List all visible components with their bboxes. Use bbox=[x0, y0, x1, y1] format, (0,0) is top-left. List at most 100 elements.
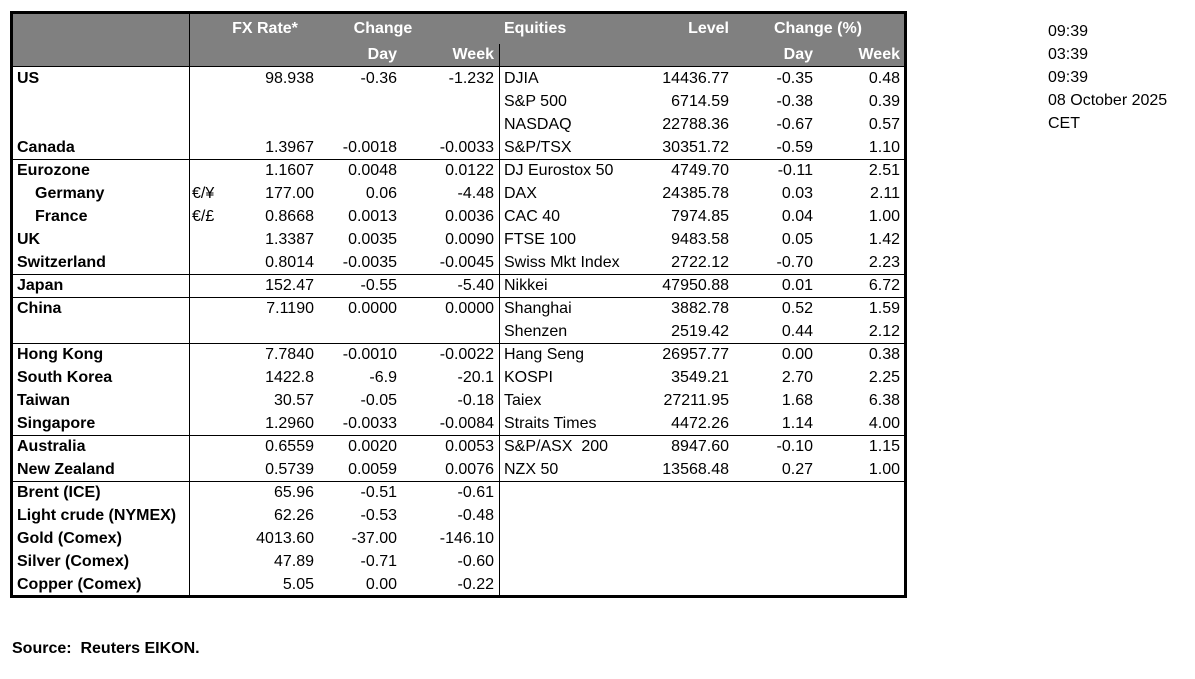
region-label-cell: Hong Kong bbox=[13, 344, 190, 366]
equity-day-change-cell: -0.38 bbox=[776, 92, 813, 110]
currency-pair-cell bbox=[190, 160, 216, 182]
equity-day-change-cell: -0.10 bbox=[776, 438, 813, 455]
table-row: Eurozone 1.1607 0.0048 0.0122 DJ Eurosto… bbox=[13, 159, 904, 182]
currency-pair-cell bbox=[190, 298, 216, 320]
region-label-cell: Singapore bbox=[13, 412, 190, 435]
fx-week-change-cell: -4.48 bbox=[398, 182, 500, 205]
currency-pair-cell bbox=[190, 67, 216, 90]
fx-rate-cell: 0.5739 bbox=[265, 460, 314, 478]
equity-day-change-cell: -0.59 bbox=[776, 138, 813, 156]
timestamp-line: 09:39 bbox=[1048, 69, 1089, 86]
equity-week-change-cell: 2.51 bbox=[868, 162, 900, 179]
equity-week-change-cell: 1.10 bbox=[868, 138, 900, 156]
equity-index-cell: S&P/ASX 200 bbox=[504, 438, 609, 455]
fx-rate-cell: 1.1607 bbox=[265, 162, 314, 179]
table-row: S&P 500 6714.59 -0.38 0.39 bbox=[13, 90, 904, 113]
region-label-cell: France bbox=[13, 205, 190, 228]
currency-pair-cell bbox=[190, 482, 216, 504]
table-row: Copper (Comex) 5.05 0.00 -0.22 bbox=[13, 573, 904, 596]
equity-day-change-cell: -0.35 bbox=[776, 69, 813, 87]
region-label-cell: Switzerland bbox=[13, 251, 190, 274]
equity-day-change-cell: -0.67 bbox=[776, 115, 813, 133]
equity-level-cell: 47950.88 bbox=[662, 277, 729, 294]
fx-rate-cell: 1.3967 bbox=[265, 138, 314, 156]
equity-index-cell: DJ Eurostox 50 bbox=[504, 162, 614, 179]
table-row: Gold (Comex) 4013.60 -37.00 -146.10 bbox=[13, 527, 904, 550]
fx-week-change-cell bbox=[398, 90, 500, 113]
fx-week-change-cell: 0.0053 bbox=[398, 436, 500, 458]
fx-rate-cell bbox=[216, 320, 316, 343]
equity-week-change-cell: 0.38 bbox=[868, 346, 900, 363]
fx-day-change-cell: -6.9 bbox=[369, 368, 397, 386]
fx-rate-cell: 62.26 bbox=[273, 506, 314, 524]
fx-day-change-cell bbox=[316, 90, 398, 113]
fx-day-change-cell: -0.05 bbox=[360, 391, 397, 409]
region-label-cell: Canada bbox=[13, 136, 190, 159]
currency-pair-cell: €/£ bbox=[192, 207, 215, 225]
equity-level-cell: 27211.95 bbox=[663, 391, 729, 409]
fx-week-change-cell: -0.0084 bbox=[398, 412, 500, 435]
fx-rate-cell: 7.1190 bbox=[266, 300, 314, 317]
fx-day-change-cell: -0.55 bbox=[360, 277, 397, 294]
table-row: Light crude (NYMEX) 62.26 -0.53 -0.48 bbox=[13, 504, 904, 527]
equity-week-change-cell bbox=[816, 573, 904, 596]
fx-day-change-cell: -0.51 bbox=[360, 484, 397, 501]
region-label-cell bbox=[13, 90, 190, 113]
fx-week-change-cell: 0.0036 bbox=[398, 205, 500, 228]
equity-level-cell: 6714.59 bbox=[671, 92, 729, 110]
table-row: China 7.1190 0.0000 0.0000 Shanghai 3882… bbox=[13, 297, 904, 320]
equities-day-header: Day bbox=[783, 46, 813, 63]
equity-week-change-cell: 6.72 bbox=[868, 277, 900, 294]
fx-week-change-cell: -0.18 bbox=[398, 389, 500, 412]
fx-week-header: Week bbox=[398, 44, 500, 66]
level-header: Level bbox=[688, 20, 729, 37]
equity-week-change-cell: 1.59 bbox=[868, 300, 900, 317]
fx-rate-cell: 0.6559 bbox=[265, 438, 314, 455]
region-label-cell: Japan bbox=[13, 275, 190, 297]
equity-index-cell: S&P/TSX bbox=[504, 138, 572, 156]
fx-week-change-cell bbox=[398, 320, 500, 343]
fx-day-header: Day bbox=[367, 46, 397, 63]
region-label-cell: Copper (Comex) bbox=[13, 573, 190, 596]
region-label-cell: US bbox=[13, 67, 190, 90]
equity-week-change-cell: 1.15 bbox=[868, 438, 900, 455]
equity-index-cell: Swiss Mkt Index bbox=[504, 253, 620, 271]
currency-pair-cell bbox=[190, 366, 216, 389]
equity-day-change-cell: 0.04 bbox=[781, 207, 813, 225]
label-column-subheader bbox=[13, 44, 190, 66]
equity-level-cell: 9483.58 bbox=[671, 230, 729, 248]
currency-pair-cell bbox=[190, 90, 216, 113]
currency-pair-cell bbox=[190, 527, 216, 550]
equity-level-cell: 3882.78 bbox=[671, 300, 729, 317]
equity-week-change-cell bbox=[816, 482, 904, 504]
fx-rate-cell: 5.05 bbox=[282, 575, 314, 593]
equity-day-change-cell bbox=[732, 573, 816, 596]
equity-week-change-cell: 0.48 bbox=[868, 69, 900, 87]
equity-day-change-cell bbox=[732, 482, 816, 504]
pair-column-header bbox=[190, 14, 216, 44]
date-line: 08 October 2025 bbox=[1048, 92, 1168, 109]
equity-day-change-cell: 2.70 bbox=[781, 368, 813, 386]
equity-day-change-cell: 0.05 bbox=[781, 230, 813, 248]
equity-index-cell: Nikkei bbox=[504, 277, 548, 294]
equity-index-cell bbox=[500, 504, 650, 527]
equity-index-cell bbox=[500, 527, 650, 550]
equity-week-change-cell bbox=[816, 550, 904, 573]
equity-level-cell bbox=[650, 550, 732, 573]
fx-week-change-cell: 0.0090 bbox=[398, 228, 500, 251]
equity-level-cell bbox=[650, 573, 732, 596]
currency-pair-cell bbox=[190, 573, 216, 596]
table-row: Japan 152.47 -0.55 -5.40 Nikkei 47950.88… bbox=[13, 274, 904, 297]
fx-week-change-cell: 0.0000 bbox=[398, 298, 500, 320]
equity-week-change-cell: 2.25 bbox=[868, 368, 900, 386]
timezone-line: CET bbox=[1048, 115, 1080, 132]
fx-rate-cell: 1422.8 bbox=[265, 368, 314, 386]
fx-rate-cell: 152.47 bbox=[265, 277, 314, 294]
equity-week-change-cell: 6.38 bbox=[868, 391, 900, 409]
region-label-cell: Germany bbox=[13, 182, 190, 205]
fx-day-change-cell: 0.0035 bbox=[348, 230, 397, 248]
table-row: US 98.938 -0.36 -1.232 DJIA 14436.77 -0.… bbox=[13, 67, 904, 90]
equity-day-change-cell: 0.03 bbox=[781, 184, 813, 202]
equity-index-cell bbox=[500, 550, 650, 573]
equity-week-change-cell: 0.57 bbox=[868, 115, 900, 133]
